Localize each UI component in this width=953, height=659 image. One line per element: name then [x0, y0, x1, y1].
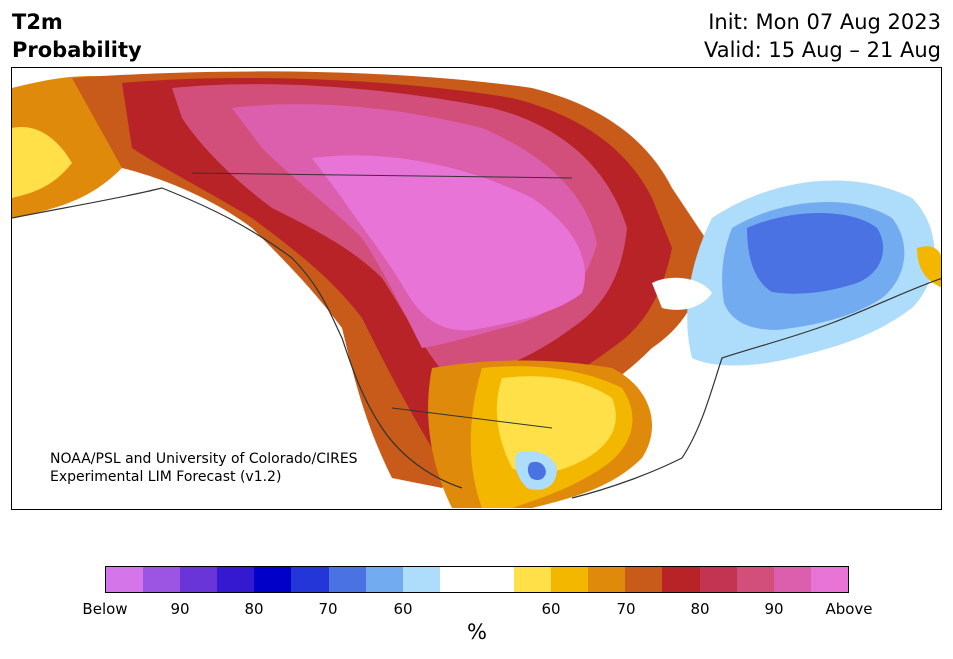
color-bar-segment: [699, 567, 737, 592]
color-bar-segment: [514, 567, 552, 592]
national-border: [191, 172, 573, 429]
color-bar-segment: [402, 567, 440, 592]
tick-above: Above: [825, 600, 873, 618]
color-bar-segment: [254, 567, 292, 592]
color-bar-segment: [439, 567, 477, 592]
alaska-light-band: [12, 127, 72, 198]
tick-above-90: 90: [764, 600, 784, 618]
color-bar-segment: [588, 567, 626, 592]
color-bar-segment: [328, 567, 366, 592]
color-bar-segment: [810, 567, 848, 592]
forecast-map: NOAA/PSL and University of Colorado/CIRE…: [11, 67, 942, 510]
credit-line-1: NOAA/PSL and University of Colorado/CIRE…: [50, 451, 358, 467]
atlantic-warm: [917, 246, 941, 288]
color-bar: [105, 566, 849, 593]
tick-below-80: 80: [244, 600, 264, 618]
color-bar-segment: [291, 567, 329, 592]
color-bar-segment: [365, 567, 403, 592]
map-title: T2m Probability: [12, 8, 142, 64]
tick-below-90: 90: [170, 600, 190, 618]
lake-cluster: [652, 277, 712, 310]
tick-below-70: 70: [318, 600, 338, 618]
hudson-bay-blank: [632, 91, 843, 182]
tick-above-70: 70: [616, 600, 636, 618]
tick-above-80: 80: [690, 600, 710, 618]
credit-line-2: Experimental LIM Forecast (v1.2): [50, 469, 282, 485]
valid-range: Valid: 15 Aug – 21 Aug: [703, 38, 941, 62]
credit-note: NOAA/PSL and University of Colorado/CIRE…: [50, 450, 358, 486]
color-bar-segment: [143, 567, 181, 592]
init-date: Init: Mon 07 Aug 2023: [708, 10, 941, 34]
color-bar-segment: [106, 567, 144, 592]
tick-above-60: 60: [541, 600, 561, 618]
unit-label: %: [467, 620, 487, 644]
color-bar-segment: [180, 567, 218, 592]
tick-below-60: 60: [393, 600, 413, 618]
color-bar-segment: [736, 567, 774, 592]
color-bar-segment: [662, 567, 700, 592]
color-bar-segment: [773, 567, 811, 592]
title-line-1: T2m: [12, 10, 63, 34]
mexico-cold-inner: [527, 461, 546, 480]
color-bar-segment: [625, 567, 663, 592]
color-bar-segment: [476, 567, 515, 592]
color-bar-segment: [551, 567, 589, 592]
color-bar-segment: [217, 567, 255, 592]
title-line-2: Probability: [12, 38, 142, 62]
above-core: [312, 155, 585, 331]
coastline: [12, 187, 941, 499]
date-info: Init: Mon 07 Aug 2023 Valid: 15 Aug – 21…: [704, 8, 941, 64]
tick-below: Below: [82, 600, 128, 618]
probability-field: [12, 71, 941, 508]
southwest-yellow: [496, 376, 616, 474]
northeast-deep-cold: [747, 213, 884, 294]
